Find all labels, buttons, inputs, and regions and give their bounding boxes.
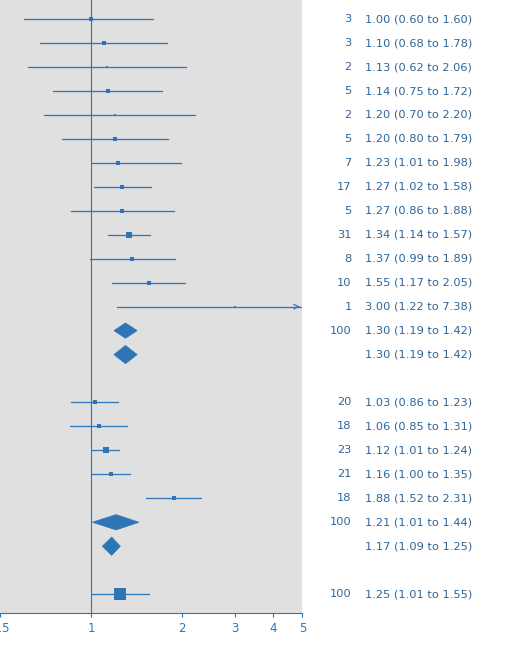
Text: 7: 7: [345, 158, 351, 168]
Polygon shape: [93, 515, 139, 530]
Text: 1.23 (1.01 to 1.98): 1.23 (1.01 to 1.98): [365, 158, 472, 168]
Text: 1.27 (0.86 to 1.88): 1.27 (0.86 to 1.88): [365, 206, 472, 216]
Text: 1.00 (0.60 to 1.60): 1.00 (0.60 to 1.60): [365, 14, 472, 24]
Text: 18: 18: [337, 421, 351, 432]
Text: 5: 5: [345, 134, 351, 144]
Text: 20: 20: [337, 397, 351, 408]
Text: 1.03 (0.86 to 1.23): 1.03 (0.86 to 1.23): [365, 397, 472, 408]
Text: 1.12 (1.01 to 1.24): 1.12 (1.01 to 1.24): [365, 445, 472, 456]
Text: 1.34 (1.14 to 1.57): 1.34 (1.14 to 1.57): [365, 230, 472, 239]
Text: 1.27 (1.02 to 1.58): 1.27 (1.02 to 1.58): [365, 182, 472, 192]
Text: 100: 100: [330, 589, 351, 599]
Text: 3: 3: [345, 14, 351, 24]
Text: 1.30 (1.19 to 1.42): 1.30 (1.19 to 1.42): [365, 326, 472, 336]
Text: 5: 5: [345, 86, 351, 96]
Text: 8: 8: [345, 254, 351, 263]
Text: 5: 5: [345, 206, 351, 216]
Polygon shape: [103, 537, 120, 556]
Text: 1.16 (1.00 to 1.35): 1.16 (1.00 to 1.35): [365, 469, 472, 480]
Polygon shape: [114, 345, 137, 363]
Text: 1.30 (1.19 to 1.42): 1.30 (1.19 to 1.42): [365, 350, 472, 360]
Text: 1: 1: [345, 302, 351, 312]
Polygon shape: [114, 323, 137, 338]
Text: 23: 23: [337, 445, 351, 456]
Text: 100: 100: [330, 517, 351, 527]
Text: 2: 2: [345, 110, 351, 120]
Text: 1.37 (0.99 to 1.89): 1.37 (0.99 to 1.89): [365, 254, 472, 263]
Text: 1.17 (1.09 to 1.25): 1.17 (1.09 to 1.25): [365, 541, 472, 551]
Text: 10: 10: [337, 278, 351, 288]
Text: 1.14 (0.75 to 1.72): 1.14 (0.75 to 1.72): [365, 86, 472, 96]
Text: 1.20 (0.70 to 2.20): 1.20 (0.70 to 2.20): [365, 110, 472, 120]
Text: 1.21 (1.01 to 1.44): 1.21 (1.01 to 1.44): [365, 517, 472, 527]
Text: 1.13 (0.62 to 2.06): 1.13 (0.62 to 2.06): [365, 62, 472, 72]
Text: 1.88 (1.52 to 2.31): 1.88 (1.52 to 2.31): [365, 493, 472, 504]
Text: 2: 2: [345, 62, 351, 72]
Text: 3.00 (1.22 to 7.38): 3.00 (1.22 to 7.38): [365, 302, 472, 312]
Text: 100: 100: [330, 326, 351, 336]
Text: 1.25 (1.01 to 1.55): 1.25 (1.01 to 1.55): [365, 589, 472, 599]
Text: 1.55 (1.17 to 2.05): 1.55 (1.17 to 2.05): [365, 278, 472, 288]
Text: 31: 31: [337, 230, 351, 239]
Text: 17: 17: [337, 182, 351, 192]
Text: 3: 3: [345, 38, 351, 48]
Text: 18: 18: [337, 493, 351, 504]
Text: 1.06 (0.85 to 1.31): 1.06 (0.85 to 1.31): [365, 421, 472, 432]
Text: 1.20 (0.80 to 1.79): 1.20 (0.80 to 1.79): [365, 134, 472, 144]
Text: 1.10 (0.68 to 1.78): 1.10 (0.68 to 1.78): [365, 38, 472, 48]
Text: 21: 21: [337, 469, 351, 480]
